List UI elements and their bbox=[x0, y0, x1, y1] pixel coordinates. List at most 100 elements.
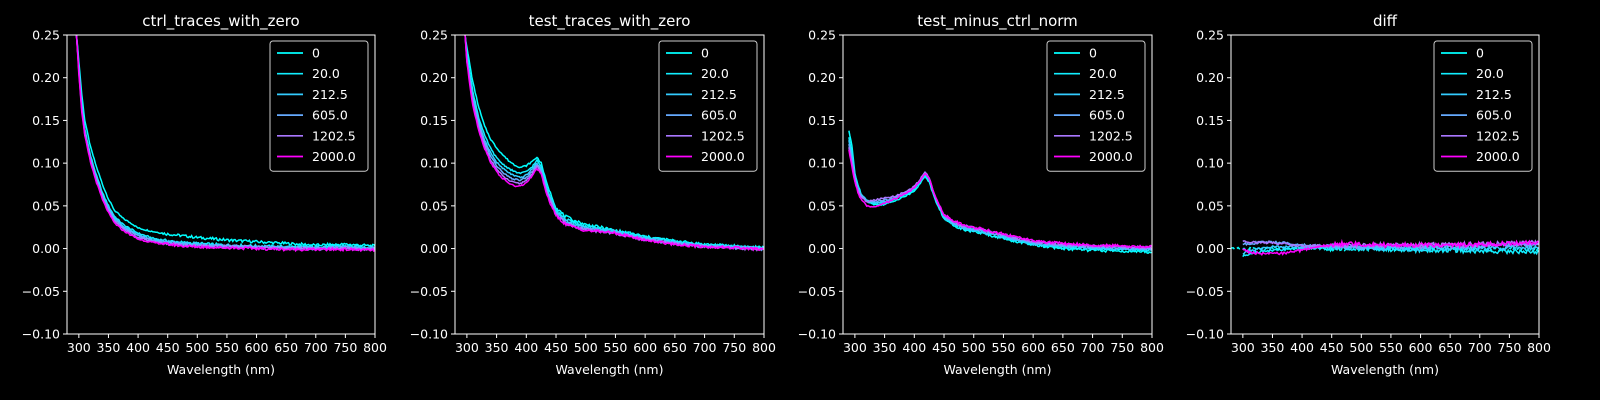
y-tick-label: 0.15 bbox=[32, 113, 60, 128]
series-group bbox=[848, 130, 1152, 254]
x-tick-label: 450 bbox=[1320, 340, 1344, 355]
x-tick-label: 350 bbox=[97, 340, 121, 355]
legend-label: 20.0 bbox=[1089, 66, 1117, 81]
y-tick-label: 0.20 bbox=[1196, 70, 1224, 85]
y-tick-label: 0.10 bbox=[32, 156, 60, 171]
y-tick-label: 0.05 bbox=[1196, 198, 1224, 213]
y-tick-label: 0.20 bbox=[32, 70, 60, 85]
x-tick-label: 700 bbox=[1468, 340, 1492, 355]
series-line-20.0 bbox=[1242, 243, 1539, 258]
x-tick-label: 750 bbox=[722, 340, 746, 355]
legend-label: 2000.0 bbox=[1089, 149, 1133, 164]
x-tick-label: 550 bbox=[604, 340, 628, 355]
x-tick-label: 650 bbox=[274, 340, 298, 355]
legend: 0 20.0 212.5 605.0 1202.5 2000.0 bbox=[1046, 40, 1146, 172]
y-tick-label: −0.10 bbox=[1186, 327, 1224, 342]
y-tick-label: −0.10 bbox=[22, 327, 60, 342]
x-tick-label: 650 bbox=[1438, 340, 1462, 355]
x-tick-label: 450 bbox=[932, 340, 956, 355]
x-tick-label: 600 bbox=[633, 340, 657, 355]
chart-title: diff bbox=[1373, 12, 1398, 30]
x-axis-label: Wavelength (nm) bbox=[167, 362, 275, 377]
y-tick-label: 0.25 bbox=[808, 28, 836, 43]
x-tick-label: 450 bbox=[156, 340, 180, 355]
x-tick-label: 750 bbox=[1497, 340, 1521, 355]
x-tick-label: 400 bbox=[126, 340, 150, 355]
legend-label: 212.5 bbox=[312, 87, 348, 102]
legend-label: 212.5 bbox=[1089, 87, 1125, 102]
y-tick-label: −0.10 bbox=[410, 327, 448, 342]
x-axis-label: Wavelength (nm) bbox=[944, 362, 1052, 377]
chart-title: test_minus_ctrl_norm bbox=[917, 12, 1078, 31]
chart-panel-1: 300 350 400 450 500 550 600 650 700 750 800 −0.10 −0… bbox=[410, 12, 776, 377]
legend-label: 212.5 bbox=[1476, 87, 1512, 102]
series-group bbox=[1231, 238, 1539, 258]
x-tick-label: 700 bbox=[304, 340, 328, 355]
x-tick-label: 450 bbox=[544, 340, 568, 355]
series-line-2000.0 bbox=[464, 35, 764, 252]
legend-label: 605.0 bbox=[312, 108, 348, 123]
legend-label: 605.0 bbox=[701, 108, 737, 123]
y-tick-label: −0.05 bbox=[410, 284, 448, 299]
x-axis-label: Wavelength (nm) bbox=[1331, 362, 1439, 377]
x-tick-label: 650 bbox=[1051, 340, 1075, 355]
y-tick-label: −0.05 bbox=[798, 284, 836, 299]
chart-title: test_traces_with_zero bbox=[529, 12, 691, 31]
x-tick-label: 600 bbox=[1021, 340, 1045, 355]
y-tick-label: 0.10 bbox=[1196, 156, 1224, 171]
y-tick-label: 0.00 bbox=[808, 241, 836, 256]
x-tick-label: 300 bbox=[843, 340, 867, 355]
legend-label: 0 bbox=[701, 46, 709, 61]
legend-label: 1202.5 bbox=[701, 128, 745, 143]
legend-label: 605.0 bbox=[1476, 108, 1512, 123]
legend-label: 20.0 bbox=[1476, 66, 1504, 81]
legend-label: 0 bbox=[312, 46, 320, 61]
x-tick-label: 350 bbox=[1261, 340, 1285, 355]
y-tick-label: 0.15 bbox=[808, 113, 836, 128]
legend-label: 2000.0 bbox=[701, 149, 745, 164]
series-line-2000.0 bbox=[75, 35, 375, 253]
y-tick-label: 0.10 bbox=[808, 156, 836, 171]
plot-frame bbox=[66, 34, 376, 335]
y-tick-label: −0.05 bbox=[1186, 284, 1224, 299]
x-tick-label: 800 bbox=[752, 340, 776, 355]
x-tick-label: 400 bbox=[902, 340, 926, 355]
legend-label: 605.0 bbox=[1089, 108, 1125, 123]
y-tick-label: 0.20 bbox=[420, 70, 448, 85]
chart-panel-0: 300 350 400 450 500 550 600 650 700 750 800 −0.10 −0… bbox=[22, 12, 387, 377]
plot-frame bbox=[454, 34, 765, 335]
y-tick-label: 0.25 bbox=[1196, 28, 1224, 43]
y-tick-label: 0.25 bbox=[32, 28, 60, 43]
x-tick-label: 300 bbox=[1231, 340, 1255, 355]
plot-frame bbox=[1230, 34, 1540, 335]
series-line-20.0 bbox=[464, 35, 764, 251]
y-tick-label: 0.15 bbox=[1196, 113, 1224, 128]
chart-title: ctrl_traces_with_zero bbox=[142, 12, 299, 31]
legend-label: 20.0 bbox=[312, 66, 340, 81]
y-tick-label: 0.05 bbox=[420, 198, 448, 213]
y-tick-label: 0.25 bbox=[420, 28, 448, 43]
x-tick-label: 550 bbox=[1379, 340, 1403, 355]
series-line-2000.0 bbox=[1242, 238, 1539, 256]
series-group bbox=[75, 35, 375, 253]
x-tick-label: 600 bbox=[245, 340, 269, 355]
legend-label: 20.0 bbox=[701, 66, 729, 81]
chart-panel-2: 300 350 400 450 500 550 600 650 700 750 800 −0.10 −0… bbox=[798, 12, 1164, 377]
plot-frame bbox=[842, 34, 1153, 335]
x-tick-label: 700 bbox=[693, 340, 717, 355]
x-tick-label: 500 bbox=[1349, 340, 1373, 355]
x-tick-label: 500 bbox=[962, 340, 986, 355]
x-tick-label: 800 bbox=[1140, 340, 1164, 355]
legend-label: 2000.0 bbox=[312, 149, 356, 164]
y-tick-label: 0.05 bbox=[32, 198, 60, 213]
x-tick-label: 800 bbox=[1527, 340, 1551, 355]
legend: 0 20.0 212.5 605.0 1202.5 2000.0 bbox=[658, 40, 758, 172]
x-tick-label: 300 bbox=[455, 340, 479, 355]
x-tick-label: 600 bbox=[1409, 340, 1433, 355]
legend-label: 1202.5 bbox=[1089, 128, 1133, 143]
chart-panel-3: 300 350 400 450 500 550 600 650 700 750 800 −0.10 −0… bbox=[1186, 12, 1551, 377]
x-tick-label: 550 bbox=[992, 340, 1016, 355]
y-tick-label: 0.05 bbox=[808, 198, 836, 213]
x-tick-label: 650 bbox=[663, 340, 687, 355]
